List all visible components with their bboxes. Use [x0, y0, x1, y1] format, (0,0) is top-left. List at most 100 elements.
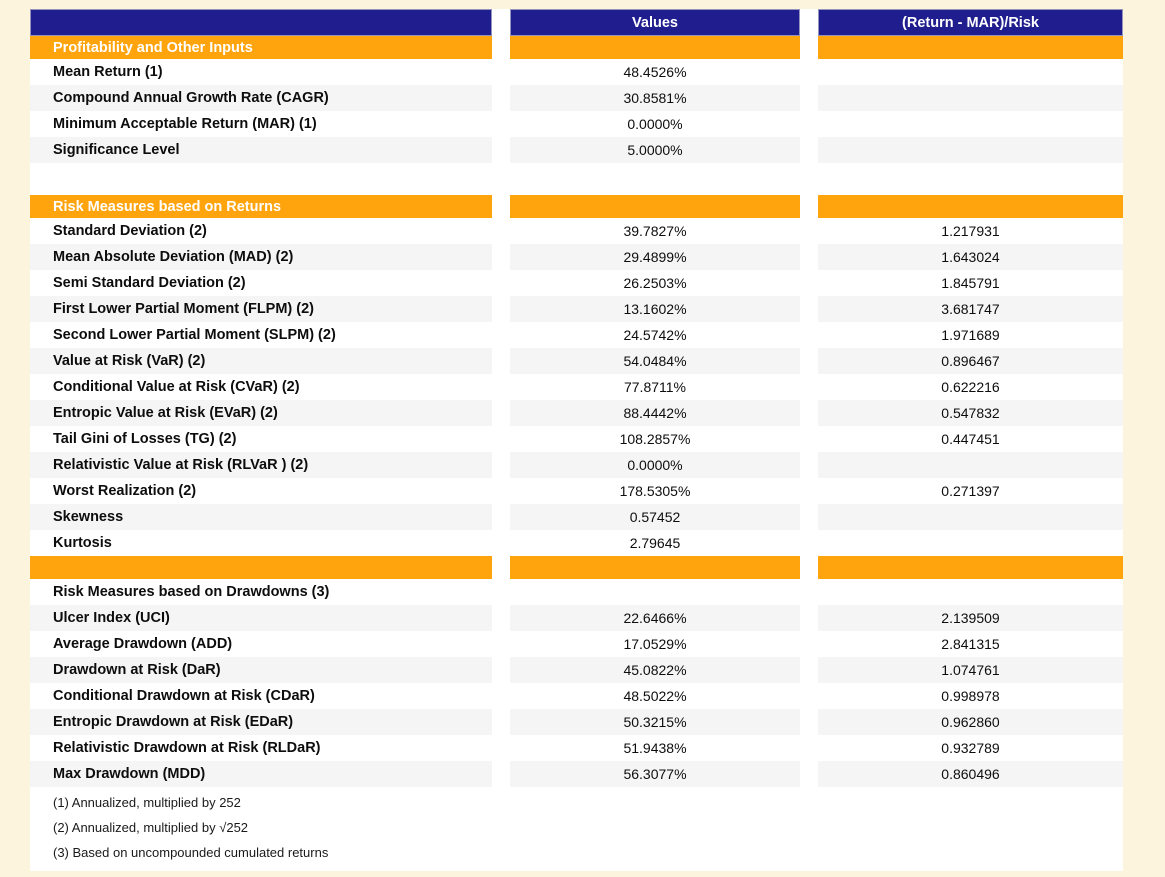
metric-value: 56.3077% [510, 761, 800, 787]
metric-value: 26.2503% [510, 270, 800, 296]
section-filler-cell [510, 556, 800, 579]
metric-label: Kurtosis [30, 530, 492, 556]
metric-value: 2.79645 [510, 530, 800, 556]
section-title: Profitability and Other Inputs [30, 36, 492, 59]
table-row-edar: Entropic Drawdown at Risk (EDaR) 50.3215… [30, 709, 1123, 735]
section-gap [30, 163, 1123, 195]
header-empty-cell [30, 9, 492, 36]
table-row-worst-realization: Worst Realization (2) 178.5305% 0.271397 [30, 478, 1123, 504]
metric-value: 39.7827% [510, 218, 800, 244]
metric-label: Drawdown at Risk (DaR) [30, 657, 492, 683]
metric-ratio [818, 452, 1123, 478]
footnote-2: (2) Annualized, multiplied by √252 [30, 815, 1123, 840]
metric-ratio: 1.845791 [818, 270, 1123, 296]
section-title: Risk Measures based on Returns [30, 195, 492, 218]
table-row-rlvar: Relativistic Value at Risk (RLVaR ) (2) … [30, 452, 1123, 478]
metric-label: Mean Return (1) [30, 59, 492, 85]
metric-value: 51.9438% [510, 735, 800, 761]
section-filler-cell [818, 195, 1123, 218]
section-filler-cell [510, 36, 800, 59]
metric-value: 50.3215% [510, 709, 800, 735]
metric-value: 0.0000% [510, 452, 800, 478]
table-row-drawdowns-title: Risk Measures based on Drawdowns (3) [30, 579, 1123, 605]
table-row-mar: Minimum Acceptable Return (MAR) (1) 0.00… [30, 111, 1123, 137]
table-row-max-drawdown: Max Drawdown (MDD) 56.3077% 0.860496 [30, 761, 1123, 787]
metric-label: Semi Standard Deviation (2) [30, 270, 492, 296]
footnote-1: (1) Annualized, multiplied by 252 [30, 790, 1123, 815]
metric-value: 29.4899% [510, 244, 800, 270]
metric-ratio: 1.217931 [818, 218, 1123, 244]
metric-label: Entropic Drawdown at Risk (EDaR) [30, 709, 492, 735]
table-row-mad: Mean Absolute Deviation (MAD) (2) 29.489… [30, 244, 1123, 270]
metric-value: 13.1602% [510, 296, 800, 322]
metric-ratio: 0.998978 [818, 683, 1123, 709]
metric-value: 77.8711% [510, 374, 800, 400]
metric-ratio: 0.932789 [818, 735, 1123, 761]
table-row-cvar: Conditional Value at Risk (CVaR) (2) 77.… [30, 374, 1123, 400]
section-filler-cell [818, 36, 1123, 59]
metric-value: 88.4442% [510, 400, 800, 426]
metric-ratio [818, 137, 1123, 163]
metric-ratio [818, 579, 1123, 605]
section-header-returns: Risk Measures based on Returns [30, 195, 1123, 218]
metric-value: 108.2857% [510, 426, 800, 452]
table-row-significance-level: Significance Level 5.0000% [30, 137, 1123, 163]
table-row-tail-gini: Tail Gini of Losses (TG) (2) 108.2857% 0… [30, 426, 1123, 452]
metric-value: 45.0822% [510, 657, 800, 683]
section-header-profitability: Profitability and Other Inputs [30, 36, 1123, 59]
metric-ratio: 3.681747 [818, 296, 1123, 322]
header-values-column: Values [510, 9, 800, 36]
metric-value: 30.8581% [510, 85, 800, 111]
metric-value: 0.0000% [510, 111, 800, 137]
table-row-ulcer-index: Ulcer Index (UCI) 22.6466% 2.139509 [30, 605, 1123, 631]
metric-value [510, 579, 800, 605]
metric-label: Minimum Acceptable Return (MAR) (1) [30, 111, 492, 137]
table-row-dar: Drawdown at Risk (DaR) 45.0822% 1.074761 [30, 657, 1123, 683]
table-row-flpm: First Lower Partial Moment (FLPM) (2) 13… [30, 296, 1123, 322]
table-row-var: Value at Risk (VaR) (2) 54.0484% 0.89646… [30, 348, 1123, 374]
metric-label: Risk Measures based on Drawdowns (3) [30, 579, 492, 605]
metric-label: First Lower Partial Moment (FLPM) (2) [30, 296, 492, 322]
metric-ratio: 0.962860 [818, 709, 1123, 735]
metric-ratio: 1.971689 [818, 322, 1123, 348]
metric-ratio [818, 504, 1123, 530]
metric-ratio [818, 111, 1123, 137]
metric-ratio: 1.074761 [818, 657, 1123, 683]
metric-label: Mean Absolute Deviation (MAD) (2) [30, 244, 492, 270]
table-row-average-drawdown: Average Drawdown (ADD) 17.0529% 2.841315 [30, 631, 1123, 657]
table-header-row: Values (Return - MAR)/Risk [30, 9, 1123, 36]
metric-label: Average Drawdown (ADD) [30, 631, 492, 657]
table-row-semi-standard-deviation: Semi Standard Deviation (2) 26.2503% 1.8… [30, 270, 1123, 296]
header-return-mar-risk-column: (Return - MAR)/Risk [818, 9, 1123, 36]
metric-label: Skewness [30, 504, 492, 530]
metric-label: Standard Deviation (2) [30, 218, 492, 244]
section-filler-cell [510, 195, 800, 218]
metric-ratio: 0.622216 [818, 374, 1123, 400]
metric-value: 22.6466% [510, 605, 800, 631]
metric-label: Compound Annual Growth Rate (CAGR) [30, 85, 492, 111]
metric-value: 48.5022% [510, 683, 800, 709]
metric-value: 24.5742% [510, 322, 800, 348]
table-row-mean-return: Mean Return (1) 48.4526% [30, 59, 1123, 85]
metric-label: Conditional Drawdown at Risk (CDaR) [30, 683, 492, 709]
metric-ratio: 0.447451 [818, 426, 1123, 452]
metric-label: Ulcer Index (UCI) [30, 605, 492, 631]
metric-label: Relativistic Value at Risk (RLVaR ) (2) [30, 452, 492, 478]
metric-label: Significance Level [30, 137, 492, 163]
metric-ratio [818, 59, 1123, 85]
metric-ratio: 1.643024 [818, 244, 1123, 270]
metric-value: 178.5305% [510, 478, 800, 504]
section-title [30, 556, 492, 579]
metric-label: Worst Realization (2) [30, 478, 492, 504]
metric-ratio: 0.547832 [818, 400, 1123, 426]
metric-label: Tail Gini of Losses (TG) (2) [30, 426, 492, 452]
table-row-skewness: Skewness 0.57452 [30, 504, 1123, 530]
metric-ratio: 2.139509 [818, 605, 1123, 631]
metric-ratio: 0.896467 [818, 348, 1123, 374]
footnote-3: (3) Based on uncompounded cumulated retu… [30, 840, 1123, 865]
section-filler-cell [818, 556, 1123, 579]
risk-report-table: Values (Return - MAR)/Risk Profitability… [30, 9, 1123, 871]
metric-ratio: 0.860496 [818, 761, 1123, 787]
section-header-drawdowns-bar [30, 556, 1123, 579]
metric-ratio [818, 530, 1123, 556]
